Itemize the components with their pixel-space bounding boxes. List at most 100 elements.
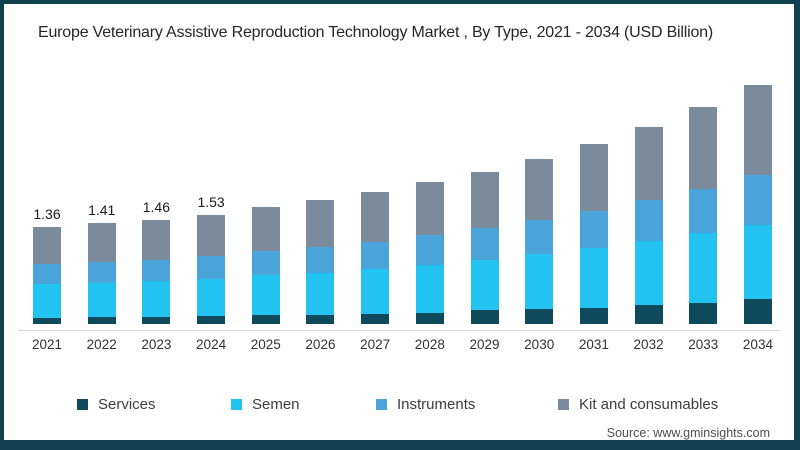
bar-2024: 1.53 xyxy=(197,85,226,324)
x-axis-label-2034: 2034 xyxy=(742,337,773,352)
segment-instruments-2024 xyxy=(197,256,226,279)
x-axis-line xyxy=(18,330,781,331)
segment-services-2023 xyxy=(142,316,171,324)
segment-kit-and-consumables-2032 xyxy=(634,126,663,201)
segment-kit-and-consumables-2026 xyxy=(306,199,335,247)
x-axis-label-2030: 2030 xyxy=(524,337,555,352)
segment-services-2033 xyxy=(689,302,718,324)
legend-item-instruments: Instruments xyxy=(376,396,475,413)
segment-services-2026 xyxy=(306,314,335,324)
segment-semen-2023 xyxy=(142,281,171,317)
segment-kit-and-consumables-2023 xyxy=(142,219,171,260)
legend-label-semen: Semen xyxy=(252,396,300,413)
segment-kit-and-consumables-2022 xyxy=(87,223,116,262)
segment-kit-and-consumables-2033 xyxy=(689,107,718,189)
x-axis-label-2025: 2025 xyxy=(250,337,281,352)
segment-services-2025 xyxy=(251,315,280,324)
segment-kit-and-consumables-2021 xyxy=(33,226,61,264)
bar-value-label-2023: 1.46 xyxy=(142,198,170,215)
segment-semen-2027 xyxy=(361,268,390,314)
segment-semen-2029 xyxy=(470,259,499,311)
segment-services-2027 xyxy=(361,314,390,324)
segment-semen-2021 xyxy=(33,283,61,318)
bar-2032 xyxy=(634,85,663,324)
segment-instruments-2025 xyxy=(251,251,280,276)
legend-label-instruments: Instruments xyxy=(397,396,476,413)
x-axis-label-2026: 2026 xyxy=(305,337,336,352)
x-axis-label-2028: 2028 xyxy=(414,337,445,352)
segment-semen-2026 xyxy=(306,272,335,315)
segment-services-2030 xyxy=(525,309,554,324)
bar-value-label-2024: 1.53 xyxy=(197,193,225,210)
bar-value-label-2022: 1.41 xyxy=(88,202,116,219)
segment-instruments-2030 xyxy=(525,220,554,254)
segment-kit-and-consumables-2030 xyxy=(525,158,554,221)
segment-services-2029 xyxy=(470,310,499,324)
bar-2033 xyxy=(689,85,718,324)
segment-kit-and-consumables-2029 xyxy=(470,171,499,229)
segment-services-2024 xyxy=(197,316,226,324)
segment-semen-2033 xyxy=(689,233,718,303)
x-axis-labels: 2021 2022 2023 2024 2025 2026 2027 2028 2029 2030… xyxy=(32,337,773,352)
segment-instruments-2028 xyxy=(415,235,444,265)
x-axis-label-2032: 2032 xyxy=(633,337,664,352)
segment-semen-2028 xyxy=(415,264,444,313)
x-axis-label-2033: 2033 xyxy=(688,337,719,352)
segment-kit-and-consumables-2028 xyxy=(415,182,444,236)
segment-services-2031 xyxy=(579,307,608,324)
segment-kit-and-consumables-2031 xyxy=(579,143,608,212)
segment-kit-and-consumables-2034 xyxy=(743,85,772,176)
legend-swatch-services xyxy=(77,399,88,410)
segment-instruments-2032 xyxy=(634,200,663,242)
segment-semen-2022 xyxy=(87,282,116,317)
segment-semen-2030 xyxy=(525,253,554,309)
segment-instruments-2034 xyxy=(743,175,772,225)
bar-value-label-2021: 1.36 xyxy=(33,205,61,222)
segment-kit-and-consumables-2025 xyxy=(251,206,280,252)
chart-title: Europe Veterinary Assistive Reproduction… xyxy=(38,24,713,41)
x-axis-label-2029: 2029 xyxy=(469,337,500,352)
bar-2030 xyxy=(525,85,554,324)
legend-swatch-instruments xyxy=(376,399,387,410)
bar-2022: 1.41 xyxy=(87,85,116,324)
segment-services-2028 xyxy=(415,312,444,324)
segment-instruments-2026 xyxy=(306,246,335,273)
bar-2028 xyxy=(415,85,444,324)
bar-2031 xyxy=(579,85,608,324)
segment-semen-2032 xyxy=(634,241,663,306)
segment-instruments-2027 xyxy=(361,241,390,269)
source-attribution: Source: www.gminsights.com xyxy=(606,426,770,440)
segment-instruments-2033 xyxy=(689,188,718,234)
bar-2026 xyxy=(306,85,335,324)
segment-semen-2034 xyxy=(743,224,772,299)
bar-2023: 1.46 xyxy=(142,85,171,324)
bar-2027 xyxy=(361,85,390,324)
segment-instruments-2021 xyxy=(33,263,61,284)
segment-kit-and-consumables-2024 xyxy=(197,214,226,257)
segment-services-2034 xyxy=(743,298,772,324)
segment-semen-2025 xyxy=(251,275,280,316)
legend-swatch-kit-and-consumables xyxy=(558,399,569,410)
legend-label-services: Services xyxy=(98,396,156,413)
segment-instruments-2031 xyxy=(579,211,608,249)
x-axis-label-2023: 2023 xyxy=(141,337,172,352)
bar-2025 xyxy=(251,85,280,324)
x-axis-label-2027: 2027 xyxy=(360,337,391,352)
legend-item-services: Services xyxy=(77,396,156,413)
segment-services-2021 xyxy=(33,317,61,324)
legend-label-kit-and-consumables: Kit and consumables xyxy=(579,396,719,413)
segment-instruments-2029 xyxy=(470,228,499,260)
plot-area: 1.36 1.41 1.46 1.53 xyxy=(33,85,772,324)
segment-services-2022 xyxy=(87,316,116,324)
x-axis-label-2024: 2024 xyxy=(196,337,227,352)
segment-semen-2031 xyxy=(579,248,608,308)
legend-swatch-semen xyxy=(231,399,242,410)
legend: Services Semen Instruments Kit and consu… xyxy=(4,396,794,418)
bar-2034 xyxy=(743,85,772,324)
segment-semen-2024 xyxy=(197,278,226,317)
segment-instruments-2023 xyxy=(142,259,171,282)
segment-instruments-2022 xyxy=(87,261,116,283)
x-axis-label-2031: 2031 xyxy=(578,337,609,352)
bar-2029 xyxy=(470,85,499,324)
